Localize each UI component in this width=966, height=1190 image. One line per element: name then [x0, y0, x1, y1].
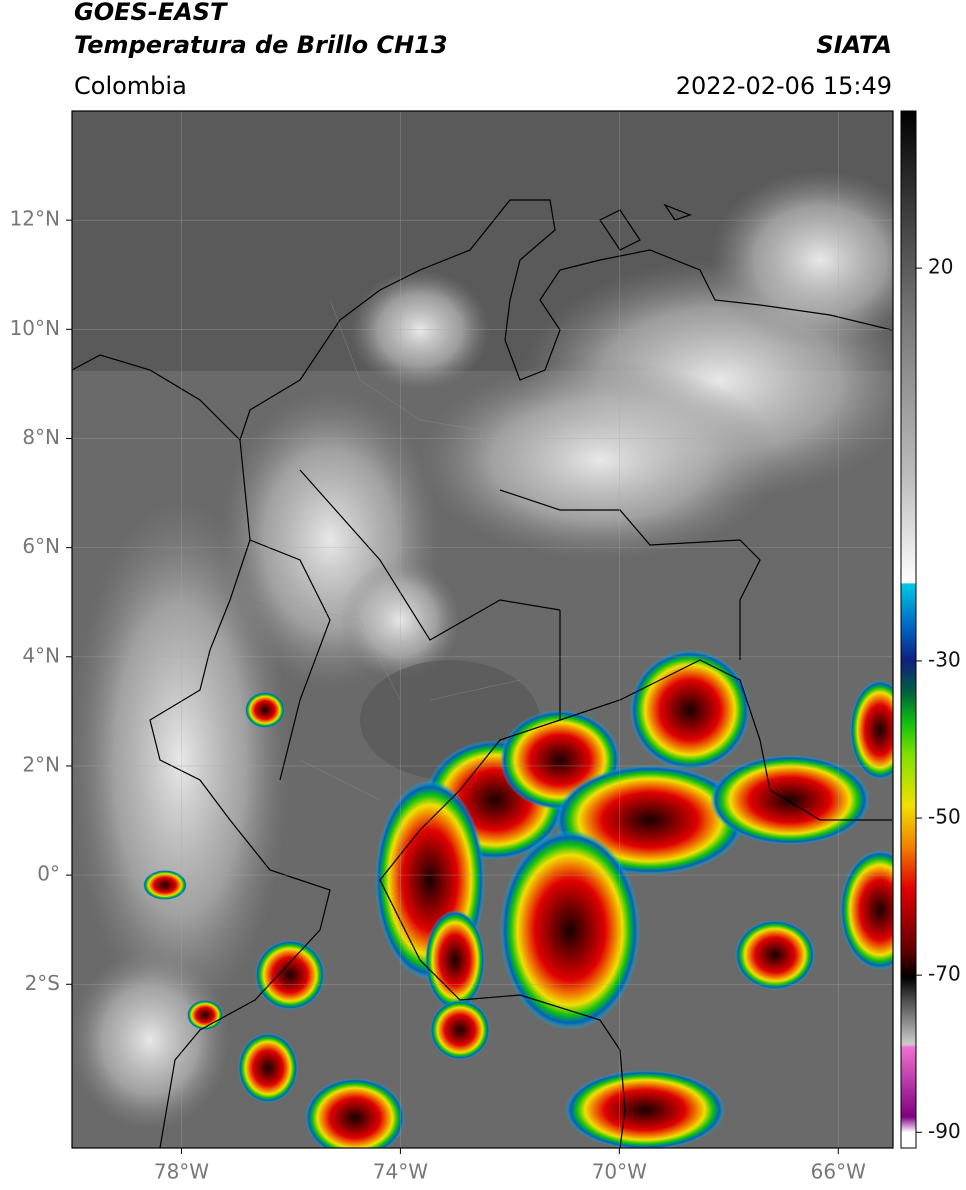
source: SIATA — [816, 31, 892, 59]
satellite: GOES-EAST — [74, 0, 228, 26]
satellite-image — [72, 111, 893, 1148]
colorbar-tick-label: -30 — [928, 647, 961, 671]
colorbar-tick-label: -90 — [928, 1119, 961, 1143]
product: Temperatura de Brillo CH13 — [74, 31, 448, 59]
colorbar-tick-label: -50 — [928, 805, 961, 829]
lat-tick-label: 10°N — [10, 316, 60, 340]
lat-tick-label: 2°N — [22, 752, 60, 776]
map-frame — [71, 110, 894, 1149]
lon-tick-label: 78°W — [154, 1160, 209, 1184]
lon-tick-label: 66°W — [811, 1160, 866, 1184]
lat-tick-label: 8°N — [22, 425, 60, 449]
colorbar-tick-label: 20 — [928, 255, 953, 279]
region: Colombia — [74, 72, 187, 100]
lat-tick-label: 4°N — [22, 643, 60, 667]
lat-tick-label: 12°N — [10, 207, 60, 231]
lat-tick-label: 2°S — [25, 971, 60, 995]
datetime: 2022-02-06 15:49 — [676, 72, 892, 100]
colorbar-tick-label: -70 — [928, 962, 961, 986]
lat-tick-label: 6°N — [22, 534, 60, 558]
colorbar — [900, 110, 917, 1149]
lat-tick-label: 0° — [37, 862, 60, 886]
lon-tick-label: 74°W — [373, 1160, 428, 1184]
lon-tick-label: 70°W — [592, 1160, 647, 1184]
